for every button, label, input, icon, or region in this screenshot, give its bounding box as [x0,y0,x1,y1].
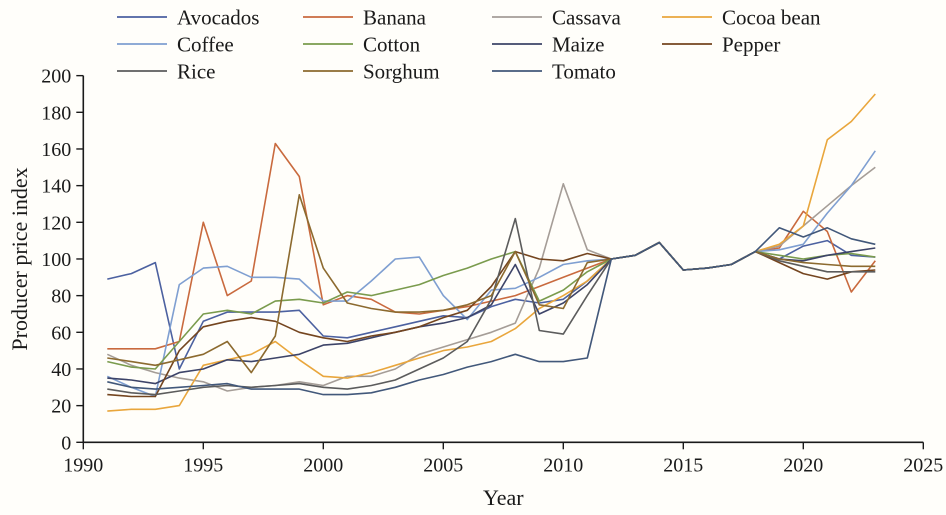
x-tick-label-1990: 1990 [63,454,103,476]
series-line-maize [107,241,876,385]
series-line-coffee [106,150,876,398]
x-tick-label-2015: 2015 [663,454,703,476]
legend-label-coffee: Coffee [177,32,234,56]
x-tick-label-2005: 2005 [423,454,463,476]
y-tick-label-60: 60 [51,322,71,344]
y-tick-label-40: 40 [51,359,71,381]
y-tick-label-140: 140 [41,176,71,198]
x-tick-label-2000: 2000 [303,454,343,476]
legend-item-cotton: Cotton [303,32,421,56]
legend-label-cotton: Cotton [363,32,421,56]
legend-label-banana: Banana [363,5,427,29]
y-tick-label-20: 20 [51,396,71,418]
y-axis-title: Producer price index [7,167,32,350]
x-axis-title: Year [483,485,524,510]
y-tick-label-160: 160 [41,139,71,161]
y-tick-label-180: 180 [41,102,71,124]
series-line-cotton [107,241,876,370]
legend-item-maize: Maize [492,32,604,56]
legend-label-cassava: Cassava [552,5,621,29]
legend-label-rice: Rice [177,59,215,83]
legend-label-pepper: Pepper [722,32,780,56]
legend-label-sorghum: Sorghum [363,59,440,83]
legend-item-avocados: Avocados [117,5,259,29]
legend-item-cocoa-bean: Cocoa bean [662,5,821,29]
legend-label-tomato: Tomato [552,59,616,83]
y-tick-label-80: 80 [51,286,71,308]
legend-label-avocados: Avocados [177,5,259,29]
legend-item-banana: Banana [303,5,427,29]
x-tick-label-1995: 1995 [183,454,223,476]
series-line-sorghum [107,194,876,374]
y-tick-label-0: 0 [61,432,71,454]
legend-item-rice: Rice [117,59,215,83]
x-tick-label-2025: 2025 [903,454,943,476]
x-tick-label-2020: 2020 [783,454,823,476]
x-tick-label-2010: 2010 [543,454,583,476]
y-tick-label-120: 120 [41,212,71,234]
legend-item-tomato: Tomato [492,59,616,83]
series-line-pepper [107,241,876,398]
legend-label-cocoa-bean: Cocoa bean [722,5,821,29]
legend-item-coffee: Coffee [117,32,234,56]
series-line-tomato [107,227,876,396]
legend-item-pepper: Pepper [662,32,780,56]
legend-item-sorghum: Sorghum [303,59,440,83]
legend-item-cassava: Cassava [492,5,621,29]
y-tick-label-200: 200 [41,66,71,88]
legend-label-maize: Maize [552,32,604,56]
y-tick-label-100: 100 [41,249,71,271]
